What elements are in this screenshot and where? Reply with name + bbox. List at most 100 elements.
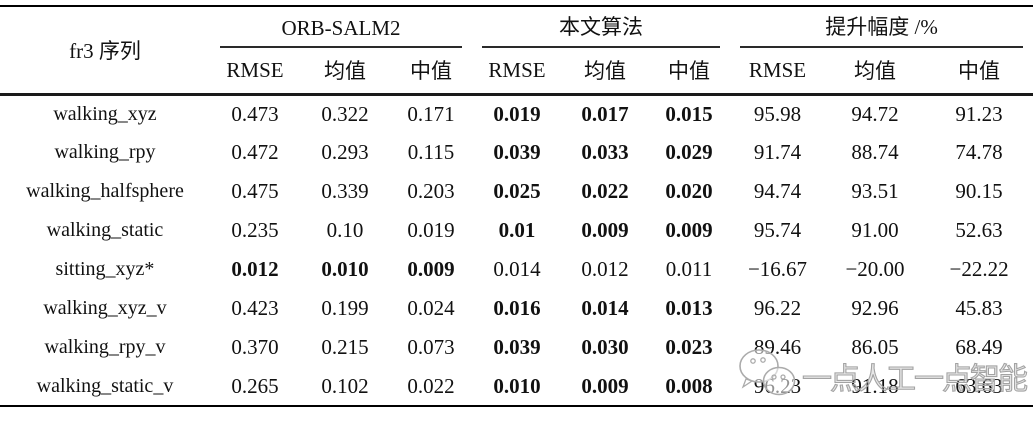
row-header-fr3: fr3 序列 <box>0 6 210 96</box>
cell: 0.199 <box>321 296 369 320</box>
cell: 68.49 <box>955 335 1003 359</box>
cell: 0.016 <box>493 296 541 320</box>
group-label: 提升幅度 /% <box>825 15 938 39</box>
cell: 0.423 <box>231 296 279 320</box>
group-header-improvement: 提升幅度 /% <box>730 6 1033 48</box>
cell: 0.293 <box>321 140 369 164</box>
cell: 0.033 <box>581 140 629 164</box>
cell: 0.039 <box>493 140 541 164</box>
cell: 0.115 <box>407 140 455 164</box>
cell: 0.102 <box>300 367 390 407</box>
cell: 74.78 <box>955 140 1003 164</box>
group-underline-rule <box>220 46 463 48</box>
cell: 0.011 <box>665 257 713 281</box>
cell: 91.18 <box>825 367 926 407</box>
cell: 0.024 <box>407 296 455 320</box>
col-header: 均值 <box>300 48 390 96</box>
col-header: 中值 <box>390 48 473 96</box>
cell: 0.215 <box>321 335 369 359</box>
cell: 95.98 <box>753 101 802 126</box>
group-header-row: fr3 序列 ORB-SALM2 本文算法 提升幅度 /% <box>0 6 1033 96</box>
cell: 0.012 <box>231 257 279 281</box>
sub-header-row: RMSE 均值 中值 RMSE 均值 中值 RMSE 均值 中值 <box>0 48 1033 96</box>
group-underline-rule <box>482 46 721 48</box>
cell: 96.22 <box>753 296 802 320</box>
col-header: RMSE <box>730 48 826 96</box>
cell: 0.030 <box>581 335 629 359</box>
cell: 0.014 <box>493 257 541 281</box>
cell: 52.63 <box>955 218 1003 242</box>
cell: 88.74 <box>851 140 899 164</box>
cell: 0.013 <box>665 296 713 320</box>
cell: 92.96 <box>851 296 899 320</box>
cell: 0.009 <box>562 367 649 407</box>
table-row: walking_static_v 0.265 0.102 0.022 0.010… <box>0 367 1033 407</box>
cell: 0.472 <box>231 140 279 164</box>
cell: 0.012 <box>581 257 629 281</box>
row-label: sitting_xyz* <box>55 258 155 280</box>
cell: 0.022 <box>581 179 629 203</box>
cell: 0.008 <box>648 367 731 407</box>
cell: 94.74 <box>753 179 802 203</box>
cell: 0.171 <box>407 101 455 126</box>
cell: 91.74 <box>753 140 802 164</box>
group-label: 本文算法 <box>559 15 644 39</box>
cell: 45.83 <box>955 296 1003 320</box>
table-row: walking_static 0.235 0.10 0.019 0.01 0.0… <box>0 211 1033 250</box>
table-row: walking_halfsphere 0.475 0.339 0.203 0.0… <box>0 172 1033 211</box>
cell: 63.63 <box>925 367 1033 407</box>
cell: 0.010 <box>472 367 563 407</box>
cell: 0.009 <box>665 218 713 242</box>
cell: 86.05 <box>851 335 899 359</box>
table-row: walking_xyz 0.473 0.322 0.171 0.019 0.01… <box>0 94 1033 133</box>
cell: 91.23 <box>955 101 1003 126</box>
cell: 89.46 <box>753 335 802 359</box>
row-label: walking_halfsphere <box>26 180 184 202</box>
cell: 0.009 <box>581 218 629 242</box>
cell: 0.01 <box>498 218 536 242</box>
col-header: 中值 <box>648 48 731 96</box>
cell: 0.009 <box>407 257 455 281</box>
group-underline-rule <box>740 46 1024 48</box>
cell: −20.00 <box>845 257 905 281</box>
cell: 0.029 <box>665 140 713 164</box>
col-header: RMSE <box>472 48 563 96</box>
col-header: 均值 <box>825 48 926 96</box>
cell: −16.67 <box>747 257 808 281</box>
cell: 0.10 <box>326 218 364 242</box>
cell: 0.473 <box>231 101 279 126</box>
cell: 0.020 <box>665 179 713 203</box>
cell: 0.019 <box>493 101 541 126</box>
table-row: walking_xyz_v 0.423 0.199 0.024 0.016 0.… <box>0 289 1033 328</box>
cell: 0.370 <box>231 335 279 359</box>
cell: 0.023 <box>665 335 713 359</box>
cell: 93.51 <box>851 179 899 203</box>
cell: 91.00 <box>851 218 899 242</box>
col-header: RMSE <box>210 48 300 96</box>
cell: 0.014 <box>581 296 629 320</box>
cell: 0.475 <box>231 179 279 203</box>
group-header-proposed: 本文算法 <box>472 6 730 48</box>
cell: 94.72 <box>851 101 899 126</box>
row-label: walking_xyz <box>53 102 157 125</box>
table-row: walking_rpy_v 0.370 0.215 0.073 0.039 0.… <box>0 328 1033 367</box>
cell: 0.010 <box>321 257 369 281</box>
row-label: walking_static_v <box>0 367 210 407</box>
group-header-orb-salm2: ORB-SALM2 <box>210 6 472 48</box>
group-label: ORB-SALM2 <box>281 16 401 40</box>
row-label: walking_rpy <box>54 141 156 163</box>
col-header: 中值 <box>925 48 1033 96</box>
cell: 0.022 <box>390 367 473 407</box>
cell: 0.017 <box>581 101 629 126</box>
cell: 0.235 <box>231 218 279 242</box>
cell: 0.039 <box>493 335 541 359</box>
cell: 0.322 <box>321 101 369 126</box>
row-label: walking_rpy_v <box>44 336 166 358</box>
cell: 90.15 <box>955 179 1003 203</box>
cell: 0.073 <box>407 335 455 359</box>
cell: 96.23 <box>730 367 826 407</box>
cell: 0.339 <box>321 179 369 203</box>
cell: −22.22 <box>949 257 1009 281</box>
row-label: walking_xyz_v <box>43 297 167 319</box>
